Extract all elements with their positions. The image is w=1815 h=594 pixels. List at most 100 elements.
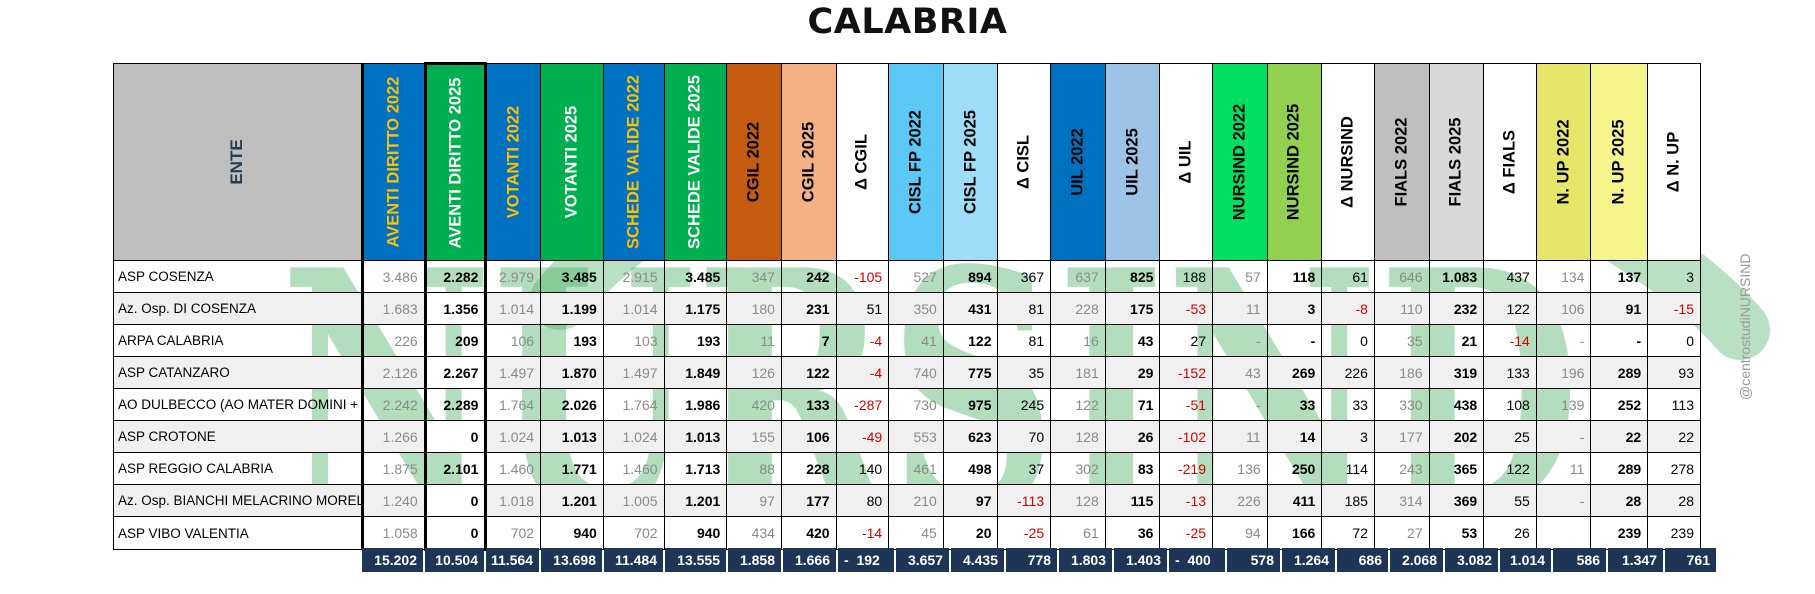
table-cell: 231 xyxy=(780,292,837,325)
column-header-label: AVENTI DIRITTO 2025 xyxy=(446,77,465,248)
table-cell: 239 xyxy=(1647,516,1701,550)
table-cell: 350 xyxy=(888,292,944,325)
header-ente: ENTE xyxy=(113,63,363,261)
table-cell: 242 xyxy=(780,260,837,293)
column-header-label: VOTANTI 2022 xyxy=(504,105,523,219)
table-cell: 1.175 xyxy=(663,292,728,325)
table-cell: - xyxy=(1590,324,1649,357)
table-cell: 20 xyxy=(942,516,999,550)
table-cell: 226 xyxy=(1321,356,1375,389)
column-header-label: Δ CGIL xyxy=(852,134,871,190)
table-cell: 730 xyxy=(888,388,944,421)
table-cell: 3.485 xyxy=(540,260,604,293)
table-cell: 232 xyxy=(1428,292,1485,325)
table-cell: 2.101 xyxy=(423,452,488,485)
table-cell: 1.014 xyxy=(485,292,542,325)
table-cell: 1.875 xyxy=(360,452,426,485)
table-cell: 16 xyxy=(1050,324,1106,357)
table-cell: 108 xyxy=(1483,388,1537,421)
table-row: Az. Osp. DI COSENZA 1.683 1.356 1.014 1.199 1… xyxy=(113,292,1701,325)
column-header: Δ NURSIND xyxy=(1321,63,1375,261)
table-cell: 1.266 xyxy=(360,420,426,453)
table-cell: 45 xyxy=(888,516,944,550)
total-cell: - 192 xyxy=(838,548,894,572)
table-cell: 226 xyxy=(360,324,426,357)
total-cell: 4.435 xyxy=(951,548,1004,572)
table-cell: 11 xyxy=(1535,452,1592,485)
table-cell: - xyxy=(1535,420,1592,453)
table-cell: 27 xyxy=(1159,324,1214,357)
table-cell: 1.683 xyxy=(360,292,426,325)
total-cell: 1.403 xyxy=(1114,548,1167,572)
table-cell: 1.201 xyxy=(663,484,728,517)
table-cell: -4 xyxy=(835,324,890,357)
table-cell: 136 xyxy=(1212,452,1268,485)
table-cell: 623 xyxy=(942,420,999,453)
table-cell: 180 xyxy=(726,292,782,325)
column-header: Δ CISL xyxy=(997,63,1052,261)
total-cell: 1.666 xyxy=(783,548,836,572)
table-cell: 3.486 xyxy=(360,260,426,293)
total-cell: 761 xyxy=(1665,548,1716,572)
table-cell: 0 xyxy=(1647,324,1701,357)
table-cell: -49 xyxy=(835,420,890,453)
table-row: Az. Osp. BIANCHI MELACRINO MORELLI 1.240 0… xyxy=(113,484,1701,517)
results-table: ENTE AVENTI DIRITTO 2022 AVENTI DIRITTO 20… xyxy=(113,62,1701,551)
table-cell: 0 xyxy=(423,516,488,551)
table-cell: 122 xyxy=(1483,292,1537,325)
total-cell: - 400 xyxy=(1169,548,1225,572)
table-cell: 1.764 xyxy=(485,388,542,421)
total-cell: 1.014 xyxy=(1500,548,1551,572)
table-cell: 28 xyxy=(1590,484,1649,517)
table-cell: 122 xyxy=(780,356,837,389)
table-cell: 196 xyxy=(1535,356,1592,389)
table-cell: 369 xyxy=(1428,484,1485,517)
column-header: NURSIND 2022 xyxy=(1212,63,1268,261)
column-header-label: N. UP 2022 xyxy=(1554,119,1573,205)
table-cell: 278 xyxy=(1647,452,1701,485)
table-cell: 3 xyxy=(1266,292,1323,325)
table-cell: 1.014 xyxy=(602,292,665,325)
table-cell: 2.126 xyxy=(360,356,426,389)
table-cell: 289 xyxy=(1590,356,1649,389)
table-cell: 347 xyxy=(726,260,782,293)
table-cell: 975 xyxy=(942,388,999,421)
table-cell: 894 xyxy=(942,260,999,293)
table-cell: 53 xyxy=(1428,516,1485,550)
column-header: VOTANTI 2025 xyxy=(540,63,604,261)
table-cell: 106 xyxy=(485,324,542,357)
total-cell: 11.564 xyxy=(486,548,539,572)
table-cell: 26 xyxy=(1104,420,1161,453)
table-cell: 314 xyxy=(1373,484,1430,517)
table-cell: 1.013 xyxy=(663,420,728,453)
table-cell: - xyxy=(1212,324,1268,357)
column-header: Δ CGIL xyxy=(835,63,890,261)
cell-ente: ARPA CALABRIA xyxy=(113,324,363,357)
table-cell: 0 xyxy=(423,420,488,453)
table-cell: 411 xyxy=(1266,484,1323,517)
table-cell: 28 xyxy=(1647,484,1701,517)
column-header: CISL FP 2022 xyxy=(888,63,944,261)
table-cell: 81 xyxy=(997,324,1052,357)
table-cell: 239 xyxy=(1590,516,1649,550)
column-header-label: CISL FP 2022 xyxy=(906,110,925,214)
table-cell: 2.026 xyxy=(540,388,604,421)
table-cell: 702 xyxy=(602,516,665,550)
table-cell: 29 xyxy=(1104,356,1161,389)
table-cell: 1.199 xyxy=(540,292,604,325)
table-cell: 80 xyxy=(835,484,890,517)
table-cell: 434 xyxy=(726,516,782,550)
table-cell: -152 xyxy=(1159,356,1214,389)
table-cell: 1.083 xyxy=(1428,260,1485,293)
table-cell: - xyxy=(1535,484,1592,517)
table-cell: 1.024 xyxy=(602,420,665,453)
table-cell: 97 xyxy=(726,484,782,517)
column-header: SCHEDE VALIDE 2022 xyxy=(602,63,665,261)
table-cell: 461 xyxy=(888,452,944,485)
table-cell: 122 xyxy=(942,324,999,357)
table-cell: 2.282 xyxy=(423,260,488,293)
table-cell: 202 xyxy=(1428,420,1485,453)
column-header: UIL 2025 xyxy=(1104,63,1161,261)
table-cell: 126 xyxy=(726,356,782,389)
cell-ente: ASP COSENZA xyxy=(113,260,363,293)
